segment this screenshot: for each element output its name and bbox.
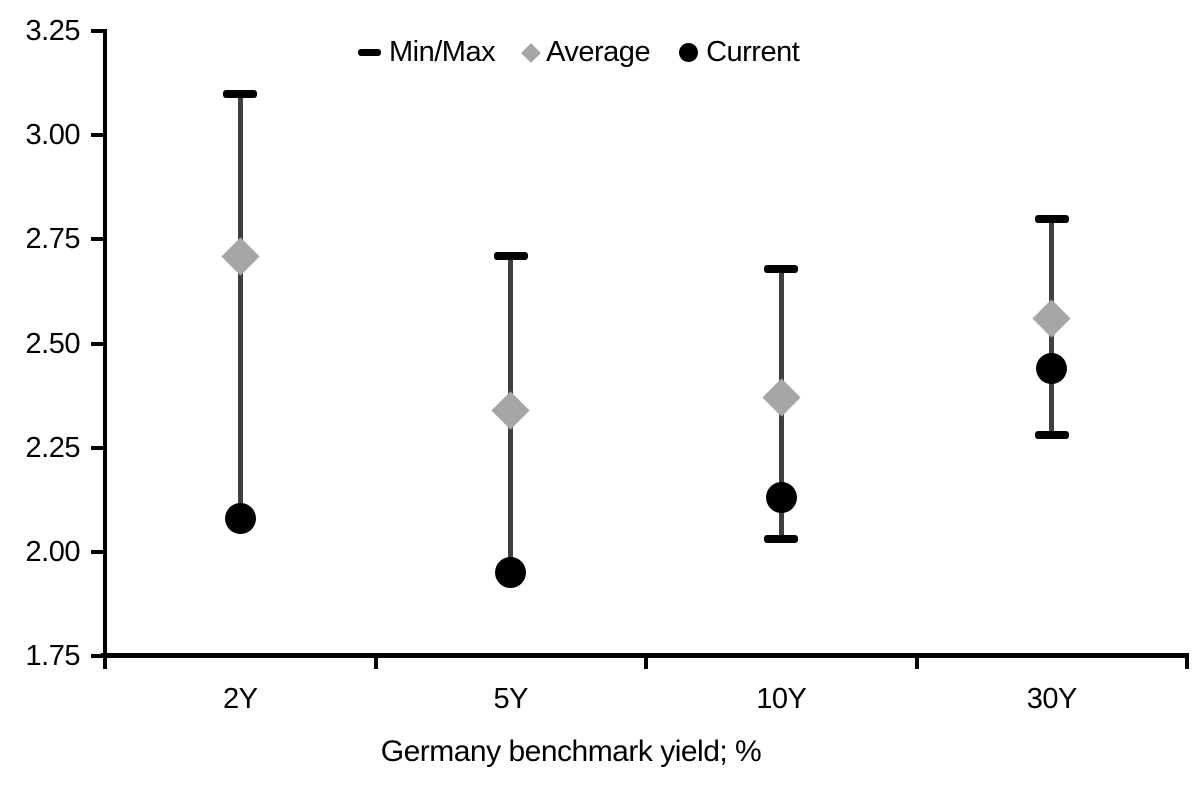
y-axis-tick-label: 2.25 bbox=[25, 431, 81, 464]
max-cap-2Y bbox=[223, 89, 258, 98]
x-axis-tick bbox=[373, 653, 378, 669]
y-axis-tick-label: 3.25 bbox=[25, 15, 81, 47]
legend-item-average: Average bbox=[521, 36, 651, 69]
y-axis-tick-label: 1.75 bbox=[25, 640, 81, 672]
minmax-dash-icon bbox=[358, 49, 381, 56]
y-axis-tick-label: 2.50 bbox=[25, 327, 81, 360]
min-cap-30Y bbox=[1034, 431, 1069, 440]
y-axis-tick bbox=[91, 445, 107, 450]
legend-item-current: Current bbox=[679, 36, 800, 69]
x-axis-title: Germany benchmark yield; % bbox=[380, 735, 762, 768]
y-axis-tick bbox=[91, 29, 107, 33]
y-axis-tick-label: 2.75 bbox=[25, 223, 81, 256]
y-axis-tick-label: 2.00 bbox=[25, 535, 81, 568]
max-cap-5Y bbox=[493, 252, 528, 260]
x-axis-category-label: 30Y bbox=[1026, 683, 1078, 715]
x-axis-tick bbox=[644, 653, 648, 669]
x-axis-tick bbox=[103, 653, 107, 669]
average-marker-5Y bbox=[491, 391, 530, 430]
y-axis-tick bbox=[91, 549, 107, 554]
average-diamond-icon bbox=[521, 42, 541, 63]
current-marker-30Y bbox=[1036, 353, 1068, 384]
legend-label-current: Current bbox=[706, 36, 800, 68]
x-axis-category-label: 5Y bbox=[493, 683, 529, 715]
current-marker-2Y bbox=[224, 503, 256, 534]
chart-legend: Min/Max Average Current bbox=[358, 36, 800, 69]
x-axis-tick bbox=[914, 653, 919, 669]
current-marker-10Y bbox=[765, 482, 797, 514]
y-axis-tick-label: 3.00 bbox=[25, 119, 81, 152]
x-axis-category-label: 2Y bbox=[223, 683, 258, 715]
y-axis-tick bbox=[91, 341, 107, 346]
legend-label-minmax: Min/Max bbox=[389, 36, 496, 68]
current-dot-icon bbox=[679, 43, 699, 62]
y-axis-tick bbox=[91, 133, 107, 138]
min-cap-10Y bbox=[764, 535, 799, 544]
average-marker-2Y bbox=[221, 236, 260, 276]
average-marker-10Y bbox=[762, 378, 801, 417]
y-axis-tick bbox=[91, 237, 107, 242]
minmax-range-2Y bbox=[237, 93, 243, 519]
average-marker-30Y bbox=[1032, 299, 1071, 338]
x-axis-category-label: 10Y bbox=[756, 683, 807, 715]
y-axis-tick bbox=[91, 654, 107, 658]
x-axis-tick bbox=[1185, 653, 1189, 669]
max-cap-10Y bbox=[764, 264, 799, 273]
current-marker-5Y bbox=[495, 557, 527, 589]
legend-label-average: Average bbox=[546, 36, 651, 68]
max-cap-30Y bbox=[1034, 214, 1069, 223]
legend-item-minmax: Min/Max bbox=[358, 36, 496, 69]
